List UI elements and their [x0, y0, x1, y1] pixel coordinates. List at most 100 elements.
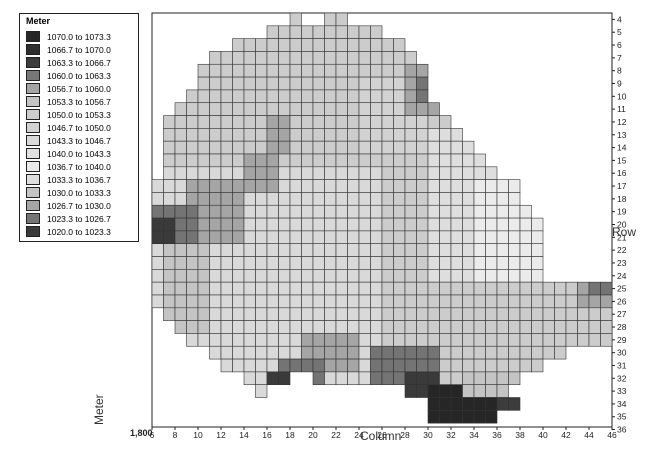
heatmap-cell	[266, 38, 279, 52]
heatmap-cell	[151, 217, 164, 232]
heatmap-cell	[565, 333, 578, 347]
heatmap-cell	[220, 269, 233, 283]
heatmap-cell	[174, 320, 187, 334]
heatmap-cell	[197, 153, 210, 168]
legend-label: 1056.7 to 1060.0	[47, 83, 111, 94]
heatmap-cell	[462, 256, 475, 270]
heatmap-cell	[232, 230, 245, 245]
heatmap-cell	[485, 230, 498, 245]
heatmap-cell	[278, 345, 291, 360]
heatmap-cell	[393, 269, 406, 283]
heatmap-cell	[255, 192, 268, 206]
heatmap-cell	[243, 63, 256, 78]
heatmap-cell	[450, 153, 463, 168]
heatmap-cell	[232, 294, 245, 309]
heatmap-cell	[209, 102, 222, 116]
heatmap-cell	[324, 89, 337, 104]
heatmap-cell	[324, 63, 337, 78]
heatmap-cell	[197, 243, 210, 257]
heatmap-cell	[220, 345, 233, 360]
heatmap-cell	[301, 51, 314, 65]
heatmap-cell	[496, 281, 509, 296]
legend-item: 1043.3 to 1046.7	[26, 135, 111, 146]
heatmap-cell	[404, 63, 417, 78]
heatmap-cell	[197, 281, 210, 296]
heatmap-cell	[347, 230, 360, 245]
heatmap-cell	[416, 320, 429, 334]
heatmap-cell	[163, 204, 176, 219]
heatmap-cell	[393, 76, 406, 91]
heatmap-cell	[496, 384, 509, 398]
heatmap-cell	[496, 204, 509, 219]
legend-item: 1056.7 to 1060.0	[26, 83, 111, 94]
heatmap-cell	[301, 281, 314, 296]
heatmap-cell	[163, 217, 176, 232]
heatmap-cell	[577, 333, 590, 347]
heatmap-cell	[301, 269, 314, 283]
heatmap-cell	[370, 153, 383, 168]
heatmap-cell	[266, 281, 279, 296]
heatmap-cell	[324, 38, 337, 52]
heatmap-cell	[427, 320, 440, 334]
heatmap-cell	[393, 89, 406, 104]
heatmap-cell	[209, 128, 222, 142]
heatmap-cell	[439, 294, 452, 309]
y-tick-label: 5	[617, 27, 622, 37]
heatmap-cell	[255, 320, 268, 334]
heatmap-cell	[324, 256, 337, 270]
x-tick-label: 26	[377, 430, 387, 440]
y-tick-label: 33	[617, 386, 627, 396]
heatmap-cell	[485, 281, 498, 296]
heatmap-cell	[335, 320, 348, 334]
heatmap-cell	[324, 371, 337, 386]
heatmap-cell	[519, 204, 532, 219]
heatmap-cell	[197, 166, 210, 180]
heatmap-cell	[439, 269, 452, 283]
heatmap-cell	[462, 179, 475, 193]
heatmap-cell	[473, 307, 486, 321]
heatmap-cell	[174, 243, 187, 257]
heatmap-cell	[163, 128, 176, 142]
heatmap-cell	[301, 38, 314, 52]
heatmap-cell	[496, 179, 509, 193]
heatmap-cell	[243, 269, 256, 283]
heatmap-cell	[358, 63, 371, 78]
heatmap-cell	[381, 179, 394, 193]
x-tick-label: 40	[538, 430, 548, 440]
heatmap-cell	[473, 269, 486, 283]
heatmap-cell	[232, 345, 245, 360]
heatmap-cell	[600, 294, 613, 309]
heatmap-cell	[358, 269, 371, 283]
heatmap-cell	[473, 243, 486, 257]
heatmap-cell	[404, 204, 417, 219]
heatmap-cell	[255, 63, 268, 78]
heatmap-cell	[312, 51, 325, 65]
heatmap-cell	[381, 153, 394, 168]
heatmap-cell	[197, 217, 210, 232]
heatmap-cell	[209, 269, 222, 283]
heatmap-cell	[289, 281, 302, 296]
heatmap-cell	[335, 333, 348, 347]
heatmap-cell	[473, 294, 486, 309]
heatmap-cell	[289, 153, 302, 168]
legend-item: 1030.0 to 1033.3	[26, 187, 111, 198]
heatmap-cell	[312, 192, 325, 206]
heatmap-cell	[186, 166, 199, 180]
heatmap-cell	[416, 256, 429, 270]
heatmap-cell	[278, 294, 291, 309]
heatmap-cell	[301, 307, 314, 321]
heatmap-cell	[450, 128, 463, 142]
heatmap-cell	[496, 192, 509, 206]
heatmap-cell	[404, 153, 417, 168]
heatmap-cell	[347, 243, 360, 257]
heatmap-cell	[462, 294, 475, 309]
heatmap-cell	[393, 371, 406, 386]
heatmap-cell	[347, 294, 360, 309]
heatmap-cell	[381, 63, 394, 78]
legend-swatch	[26, 96, 40, 107]
heatmap-cell	[209, 63, 222, 78]
heatmap-cell	[278, 153, 291, 168]
legend-label: 1060.0 to 1063.3	[47, 70, 111, 81]
heatmap-cell	[163, 281, 176, 296]
legend-label: 1053.3 to 1056.7	[47, 96, 111, 107]
